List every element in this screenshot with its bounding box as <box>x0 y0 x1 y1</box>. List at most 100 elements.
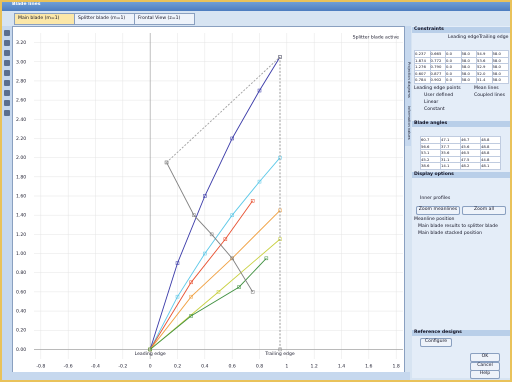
table-cell: 48.2 <box>460 162 481 170</box>
tool-icon[interactable] <box>4 90 10 96</box>
dialog-button[interactable]: OK <box>470 353 500 362</box>
y-tick-label: 1.20 <box>16 232 26 238</box>
y-tick-label: 1.40 <box>16 213 26 219</box>
tool-icon[interactable] <box>4 70 10 76</box>
toolbar <box>2 26 12 372</box>
control-point <box>257 88 262 93</box>
x-tick-label: -0.2 <box>118 364 127 370</box>
y-tick-label: 2.20 <box>16 136 26 142</box>
blade-line <box>149 157 281 350</box>
button[interactable]: Zoom meanlines <box>416 206 460 215</box>
control-point <box>230 136 234 141</box>
control-point <box>278 347 282 352</box>
button[interactable]: Configure <box>420 338 452 347</box>
y-tick-label: 1.60 <box>16 194 26 200</box>
table-header: Trailing edge <box>479 35 509 40</box>
x-tick-label: -0.6 <box>64 364 73 370</box>
tool-icon[interactable] <box>4 100 10 106</box>
x-tick-label: 1.6 <box>365 364 372 370</box>
y-tick-label: 0.20 <box>16 328 26 334</box>
radio-option[interactable]: Linear <box>424 100 439 105</box>
dialog-button[interactable]: Help <box>470 370 500 379</box>
side-tab[interactable]: Information values <box>407 106 411 140</box>
tool-icon[interactable] <box>4 30 10 36</box>
blade-line <box>149 56 281 350</box>
blade-line <box>149 258 267 350</box>
section-title: Constraints <box>412 27 510 33</box>
tab[interactable]: Splitter blade (m=1) <box>74 13 135 25</box>
tool-icon[interactable] <box>4 50 10 56</box>
y-tick-label: 0.80 <box>16 270 26 276</box>
table-cell: 0.902 <box>429 76 447 84</box>
checkbox[interactable]: Main blade results to splitter blade <box>418 224 498 229</box>
checkbox[interactable]: Coupled lines <box>474 93 506 98</box>
y-tick-label: 3.20 <box>16 40 26 46</box>
x-tick-label: 1.4 <box>338 364 345 370</box>
edge-label: Trailing edge <box>264 351 295 357</box>
x-tick-label: -0.4 <box>91 364 100 370</box>
radio-option[interactable]: Constant <box>424 107 445 112</box>
tab[interactable]: Main blade (m=1) <box>14 13 75 25</box>
y-tick-label: 1.00 <box>16 251 26 257</box>
button[interactable]: Zoom all <box>462 206 506 215</box>
blade-line <box>166 162 254 293</box>
control-point <box>264 256 269 261</box>
x-tick-label: -0.8 <box>36 364 45 370</box>
tool-icon[interactable] <box>4 80 10 86</box>
control-point <box>175 261 180 265</box>
table-cell: 48.1 <box>480 162 501 170</box>
y-tick-label: 3.00 <box>16 59 26 65</box>
annotation: Splitter blade active <box>353 35 400 41</box>
section-title: Reference designs <box>412 330 510 336</box>
x-tick-label: 0.8 <box>256 364 263 370</box>
tool-icon[interactable] <box>4 60 10 66</box>
control-point <box>148 347 152 352</box>
table-cell: 0.0 <box>445 76 462 84</box>
table-cell: 58.0 <box>491 76 509 84</box>
blade-line <box>166 56 281 163</box>
y-tick-label: 0.40 <box>16 309 26 315</box>
control-point <box>230 213 234 217</box>
radio-option[interactable]: Inner profiles <box>420 196 451 201</box>
x-tick-label: 0.2 <box>174 364 181 370</box>
right-panel: Constraints Leading edge Trailing edge 0.23… <box>412 26 510 379</box>
table-cell: 51.4 <box>476 76 493 84</box>
table-header: Leading edge <box>448 35 480 40</box>
section-title: Blade angles <box>412 121 510 127</box>
control-point <box>223 237 228 241</box>
side-tab[interactable]: Projection diagrams <box>407 62 411 98</box>
y-tick-label: 2.60 <box>16 98 26 104</box>
control-point <box>257 179 262 184</box>
y-tick-label: 1.80 <box>16 174 26 180</box>
control-point <box>189 294 193 299</box>
x-tick-label: 0.6 <box>229 364 236 370</box>
control-point <box>192 213 196 217</box>
control-point <box>203 194 207 198</box>
tab[interactable]: Frontal View (z=1) <box>134 13 195 25</box>
x-tick-label: 1.8 <box>393 364 400 370</box>
x-tick-label: 0.4 <box>201 364 208 370</box>
y-tick-label: 2.80 <box>16 78 26 84</box>
checkbox[interactable]: Main blade stacked position <box>418 231 483 236</box>
plot-panel: 0.00 0.20 0.40 0.60 0.80 1.00 1.20 1.40 1.60 1.80… <box>12 26 405 373</box>
tool-icon[interactable] <box>4 110 10 116</box>
y-tick-label: 0.60 <box>16 289 26 295</box>
control-point <box>250 199 255 203</box>
y-tick-label: 2.40 <box>16 117 26 123</box>
control-point <box>189 280 193 285</box>
group-title: Leading edge points <box>414 86 461 91</box>
table-cell: 0.784 <box>414 76 431 84</box>
control-point <box>278 55 282 59</box>
blade-line <box>149 238 281 350</box>
y-tick-label: 2.00 <box>16 155 26 161</box>
radio-option[interactable]: User defined <box>424 93 454 98</box>
control-point <box>250 290 255 294</box>
control-point <box>175 294 180 299</box>
side-tab-strip <box>405 26 411 146</box>
control-point <box>230 256 234 261</box>
x-tick-label: 1.2 <box>311 364 318 370</box>
control-point <box>203 251 207 256</box>
tool-icon[interactable] <box>4 40 10 46</box>
plot: 0.000.200.400.600.801.001.201.401.601.80… <box>16 33 403 370</box>
